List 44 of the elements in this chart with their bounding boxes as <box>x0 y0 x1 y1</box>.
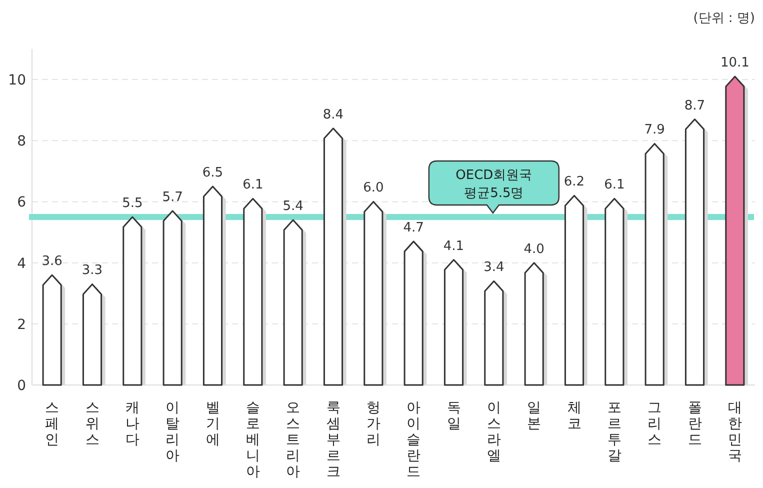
data-label: 8.4 <box>322 107 344 122</box>
y-tick-label: 10 <box>8 72 26 89</box>
x-tick-label: 아이슬란드 <box>406 400 421 480</box>
x-tick-label: 폴란드 <box>688 400 702 448</box>
text: (단위 : 명) <box>693 11 755 26</box>
x-tick-label: 룩셈부르크 <box>326 400 340 480</box>
data-label: 5.7 <box>162 190 183 205</box>
data-label: 4.7 <box>403 220 424 236</box>
x-tick-label: 벨기에 <box>206 400 220 448</box>
x-tick-label: 독일 <box>446 400 461 432</box>
y-tick-label: 0 <box>17 378 26 394</box>
data-label: 10.1 <box>720 55 750 70</box>
x-tick-label: 체코 <box>567 400 582 432</box>
x-tick-label: 일본 <box>527 400 542 432</box>
y-tick-label: 2 <box>17 316 26 333</box>
data-label: 7.9 <box>644 122 665 138</box>
x-tick-label: 스페인 <box>45 400 60 448</box>
data-label: 4.1 <box>443 238 464 254</box>
x-tick-label: 포르투갈 <box>607 400 622 464</box>
data-label: 3.4 <box>484 260 504 276</box>
x-tick-label: 그리스 <box>648 400 662 448</box>
x-tick-label: 슬로베니아 <box>246 400 260 480</box>
data-label: 3.6 <box>42 254 62 270</box>
data-label: 6.2 <box>564 174 585 190</box>
data-label: 5.4 <box>282 199 304 214</box>
x-tick-label: 오스트리아 <box>286 400 300 480</box>
y-tick-label: 4 <box>17 256 26 272</box>
data-label: 4.0 <box>524 242 544 257</box>
data-label: 6.1 <box>604 178 625 193</box>
ref-line-label: OECD회원국 평균5.5명 <box>456 168 532 201</box>
y-tick-label: 8 <box>17 134 26 150</box>
x-tick-label: 이스라엘 <box>486 400 501 464</box>
data-label: 6.1 <box>242 178 264 193</box>
data-label: 8.7 <box>684 98 706 114</box>
x-tick-label: 헝가리 <box>366 400 380 448</box>
x-tick-label: 캐나다 <box>125 400 140 448</box>
y-tick-label: 6 <box>17 194 26 211</box>
x-tick-label: 스위스 <box>85 400 100 448</box>
data-label: 5.5 <box>122 196 143 211</box>
data-label: 3.3 <box>82 263 103 278</box>
x-tick-label: 이탈리아 <box>166 400 180 464</box>
x-tick-label: 대한민국 <box>728 400 742 464</box>
data-label: 6.5 <box>202 165 224 180</box>
data-label: 6.0 <box>363 180 384 196</box>
